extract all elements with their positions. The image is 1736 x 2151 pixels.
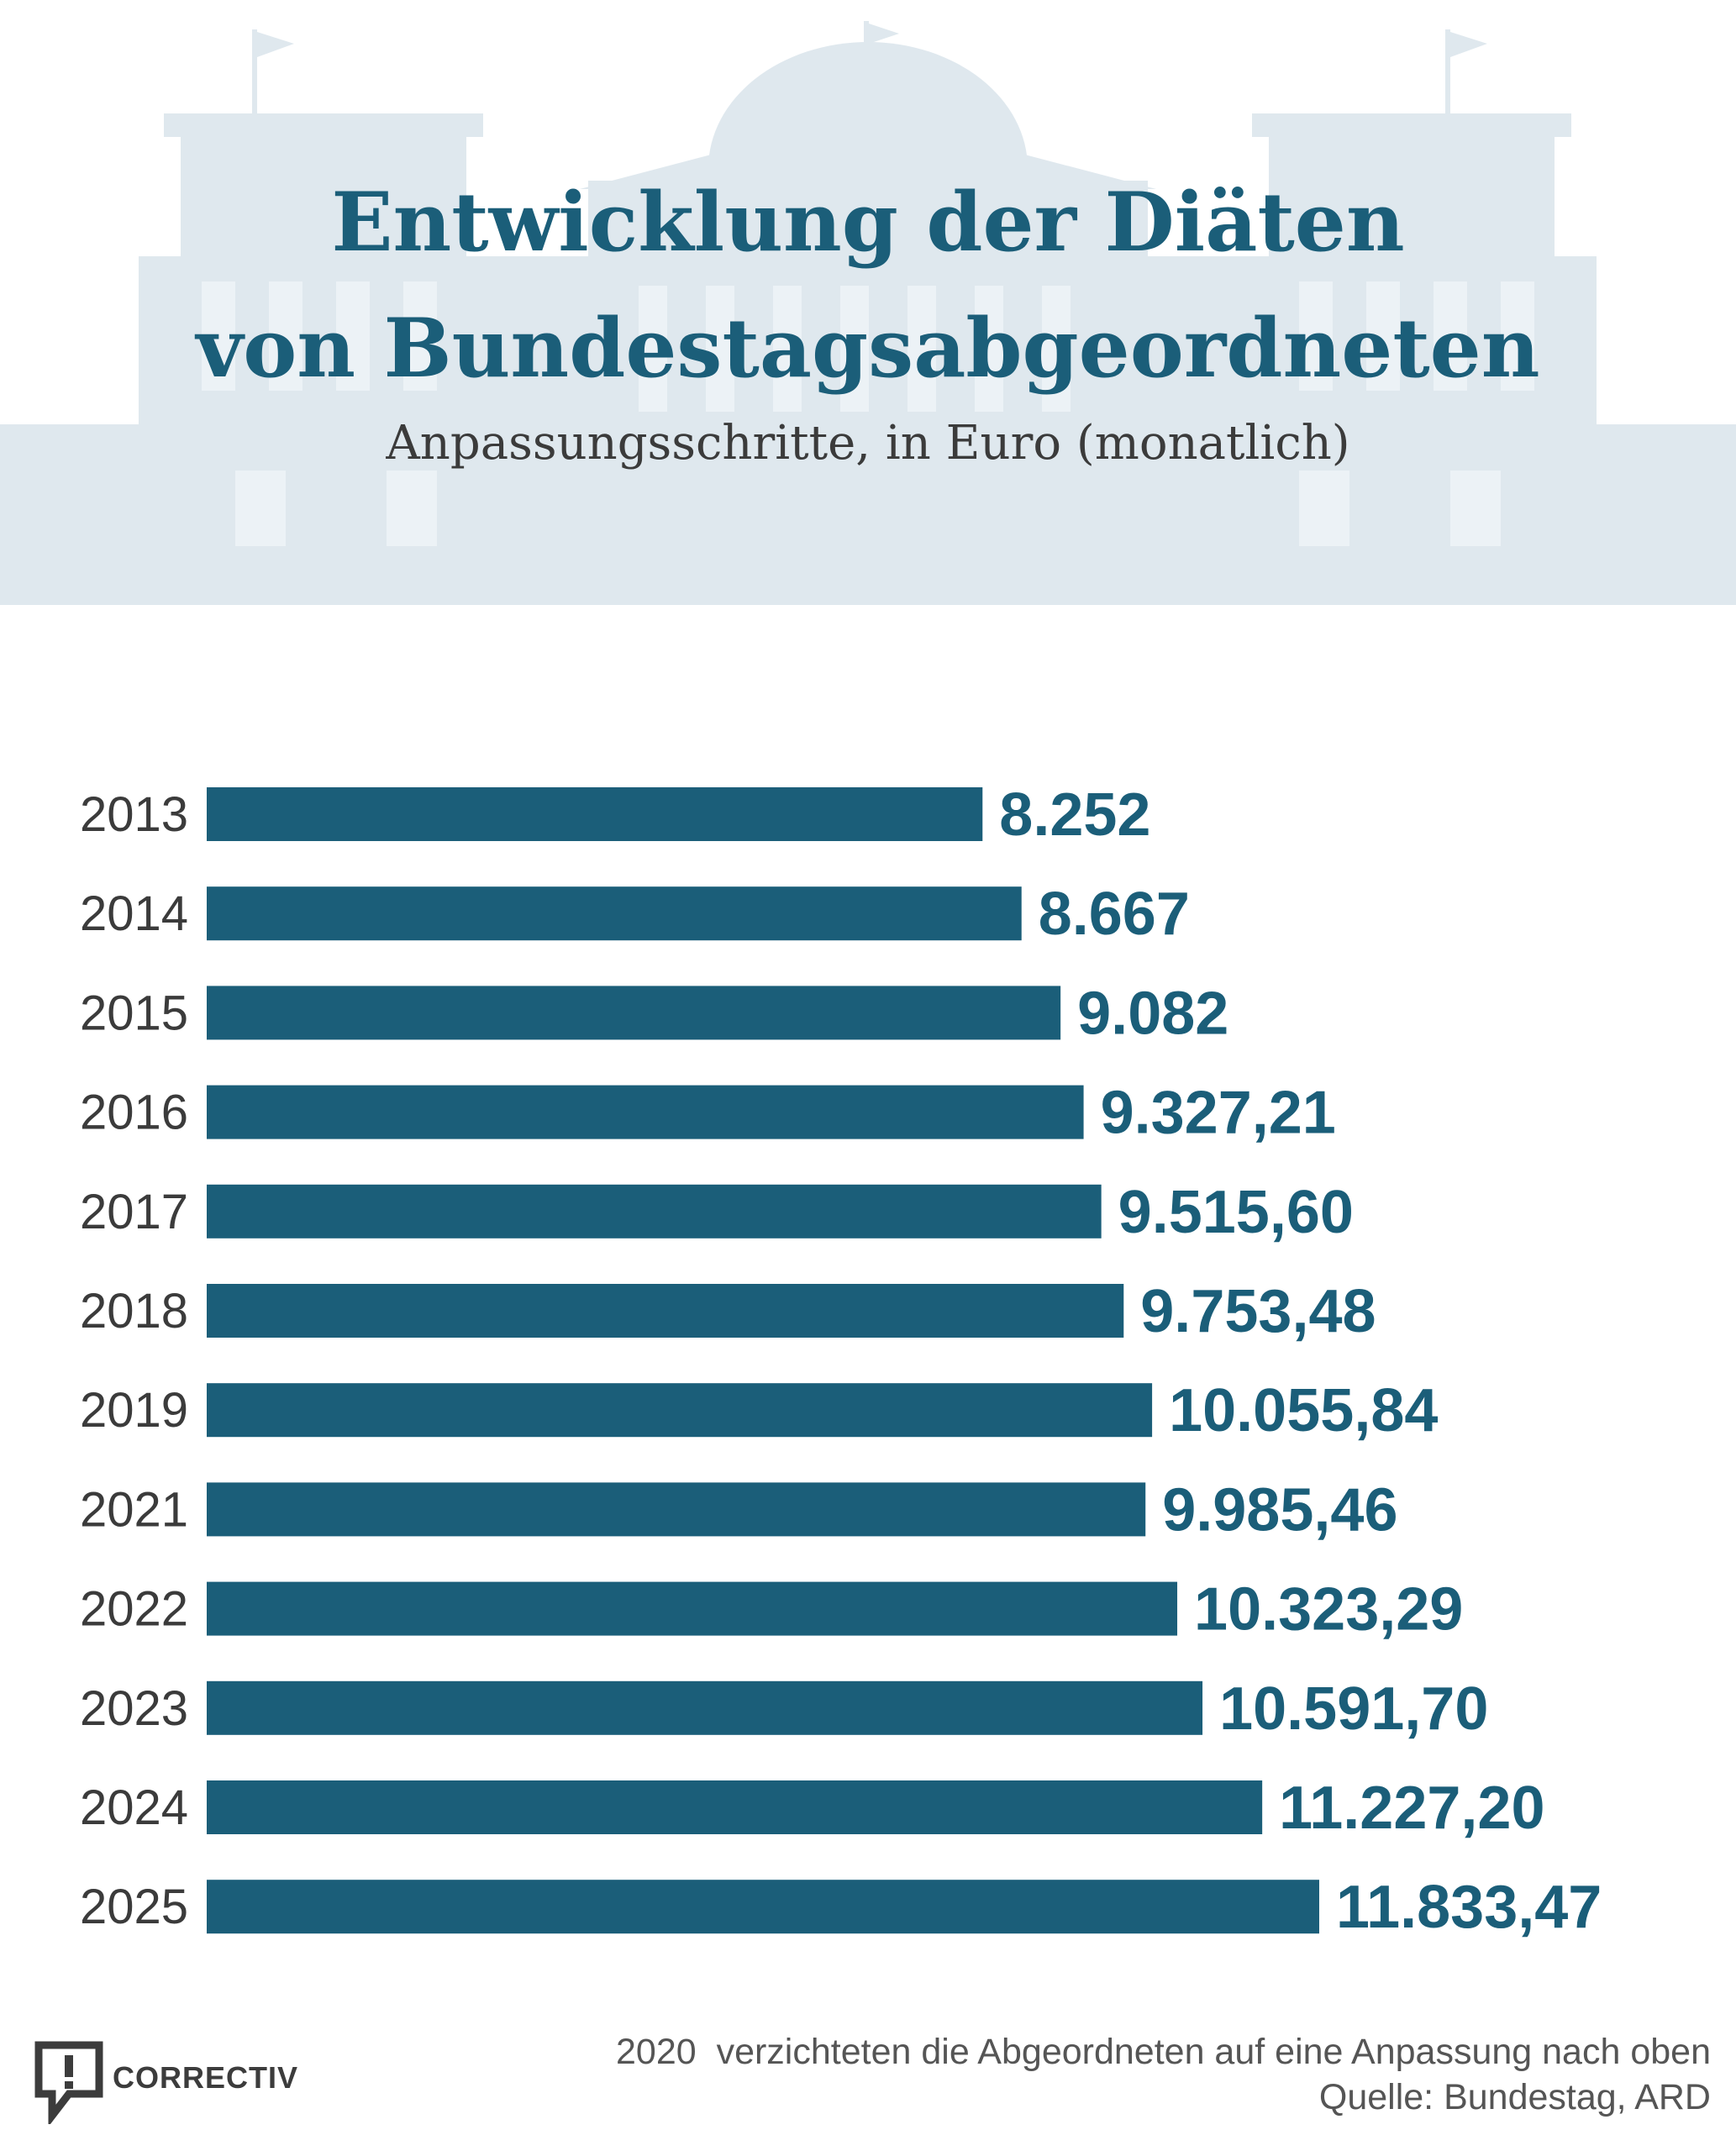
reichstag-building-illustration (0, 21, 1736, 605)
bar-2014 (207, 886, 1022, 941)
category-label-2024: 2024 (80, 1780, 188, 1835)
bar-2016 (207, 1085, 1084, 1139)
category-label-2018: 2018 (80, 1284, 188, 1338)
footnote: 2020 verzichteten die Abgeordneten auf e… (616, 2032, 1711, 2072)
bar-2019 (207, 1383, 1153, 1438)
bar-2023 (207, 1680, 1203, 1735)
value-label-2021: 9.985,46 (1162, 1476, 1397, 1544)
category-label-2023: 2023 (80, 1681, 188, 1736)
value-label-2022: 10.323,29 (1194, 1576, 1463, 1643)
bar-2017 (207, 1184, 1102, 1239)
value-label-2015: 9.082 (1077, 980, 1228, 1047)
category-label-2013: 2013 (80, 787, 188, 842)
category-label-2015: 2015 (80, 986, 188, 1040)
chart-title-line-2: von Bundestagsabgeordneten (196, 301, 1540, 396)
category-label-2021: 2021 (80, 1482, 188, 1537)
value-label-2019: 10.055,84 (1169, 1377, 1438, 1444)
category-label-2022: 2022 (80, 1582, 188, 1637)
chart-subtitle: Anpassungsschritte, in Euro (monatlich) (386, 416, 1350, 471)
value-label-2013: 8.252 (999, 781, 1150, 849)
bar-2015 (207, 986, 1061, 1040)
bar-2022 (207, 1581, 1178, 1636)
value-label-2024: 11.227,20 (1279, 1775, 1544, 1842)
category-label-2016: 2016 (80, 1086, 188, 1140)
value-label-2023: 10.591,70 (1219, 1675, 1488, 1743)
bar-2018 (207, 1284, 1124, 1338)
category-label-2025: 2025 (80, 1880, 188, 1934)
chart-title-line-1: Entwicklung der Diäten (331, 175, 1405, 270)
value-label-2025: 11.833,47 (1336, 1874, 1602, 1941)
chart-title: Entwicklung der Diäten von Bundestagsabg… (0, 160, 1736, 412)
value-label-2016: 9.327,21 (1101, 1080, 1336, 1147)
bar-2024 (207, 1780, 1263, 1834)
bar-2021 (207, 1482, 1146, 1537)
source-note: Quelle: Bundestag, ARD (1318, 2077, 1711, 2117)
value-label-2014: 8.667 (1039, 881, 1190, 948)
value-label-2017: 9.515,60 (1118, 1179, 1354, 1246)
speech-bubble-exclamation-icon (34, 2041, 103, 2124)
value-label-2018: 9.753,48 (1140, 1278, 1376, 1345)
category-label-2019: 2019 (80, 1383, 188, 1438)
bar-2013 (207, 787, 983, 841)
logo-wordmark: CORRECTIV (113, 2060, 299, 2095)
bar-2025 (207, 1880, 1319, 1934)
category-label-2014: 2014 (80, 886, 188, 941)
category-label-2017: 2017 (80, 1185, 188, 1239)
